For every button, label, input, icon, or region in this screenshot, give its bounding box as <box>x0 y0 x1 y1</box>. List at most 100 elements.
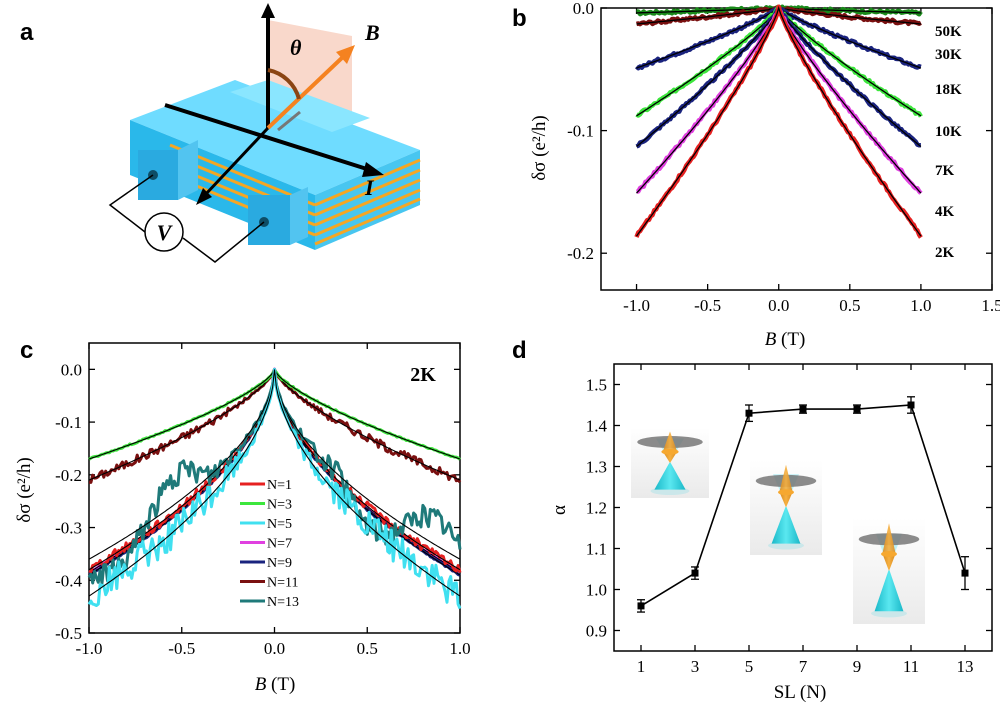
surface-cone-down <box>662 451 678 463</box>
legend-label: N=5 <box>267 517 292 532</box>
hall-bar-top <box>130 80 420 195</box>
device-schematic: V θ B I <box>108 3 421 263</box>
fit-line <box>636 6 922 194</box>
y-tick-label: -0.4 <box>55 571 82 590</box>
series-label: 2K <box>935 245 955 261</box>
legend-label: N=1 <box>267 478 292 493</box>
y-tick-label: 1.3 <box>586 458 607 477</box>
current-label: I <box>364 175 375 200</box>
y-tick-label: 1.1 <box>586 540 607 559</box>
data-point <box>745 409 753 417</box>
surface-cone-rim <box>881 551 897 558</box>
series-label: 10K <box>935 124 962 140</box>
legend-label: N=9 <box>267 556 292 571</box>
dirac-cone-inset <box>631 428 709 498</box>
fit-line <box>636 6 922 117</box>
contact-pad-right <box>248 187 308 245</box>
y-tick-label: -0.1 <box>55 413 82 432</box>
dirac-cone-insets <box>631 428 925 624</box>
wire-left <box>108 174 154 233</box>
x-axis-label-symbol: B <box>255 674 267 695</box>
surface-cone-rim <box>661 448 679 455</box>
x-tick-label: -1.0 <box>623 296 650 315</box>
x-tick-label: 0.0 <box>264 639 285 658</box>
y-axis-label: α <box>549 505 570 515</box>
data-point <box>799 405 807 413</box>
data-series-line <box>634 4 923 239</box>
wire-right <box>182 221 265 263</box>
panel-letter-b: b <box>512 5 527 32</box>
surface-cone-rim <box>778 489 794 496</box>
temperature-annotation: 2K <box>410 364 436 386</box>
y-tick-label: 0.9 <box>586 622 607 641</box>
contact-pad-left <box>138 140 198 200</box>
series-label: 18K <box>935 82 962 98</box>
x-tick-label: 7 <box>799 657 808 676</box>
x-tick-label: 11 <box>903 657 919 676</box>
field-projection <box>277 110 301 132</box>
x-tick-label: 13 <box>957 657 974 676</box>
x-tick-label: -1.0 <box>76 639 103 658</box>
data-point <box>691 569 699 577</box>
lower-cone <box>771 505 801 544</box>
y-axis-label: δσ (e²/h) <box>529 115 550 181</box>
y-axis-arrow <box>203 126 270 197</box>
legend: N=1 N=3 N=5 N=7 N=9 N=11 N=13 <box>240 478 299 610</box>
surface-cone-down <box>779 492 793 508</box>
x-tick-label: 0.5 <box>839 296 860 315</box>
surface-cone-down <box>882 554 896 571</box>
x-tick-label: 1.0 <box>910 296 931 315</box>
x-tick-label: 0.0 <box>768 296 789 315</box>
z-axis-arrowhead <box>261 3 275 18</box>
y-axis-arrowhead <box>196 188 212 205</box>
x-axis-label-symbol: B <box>765 329 777 350</box>
legend-label: N=13 <box>267 595 299 610</box>
panel-letter-c: c <box>20 337 33 364</box>
x-axis-label-unit: (T) <box>776 329 805 350</box>
x-axis-label: B (T) <box>765 329 806 350</box>
y-tick-label: 1.5 <box>586 376 607 395</box>
fit-line <box>88 369 461 597</box>
y-tick-label: -0.1 <box>567 122 594 141</box>
x-tick-label: 1.5 <box>981 296 1000 315</box>
y-tick-label: 0.0 <box>61 360 82 379</box>
chart-c: -1.0 -0.5 0.0 0.5 1.00.0-0.1-0.2-0.3-0.4-0.5… <box>14 342 471 695</box>
y-tick-label: -0.5 <box>55 624 82 643</box>
x-tick-label: -0.5 <box>694 296 721 315</box>
chart-b: -1.0 -0.5 0.0 0.5 1.0 1.5 0.0 -0.1 -0.2 B (T) δσ (… <box>529 0 1000 350</box>
series-label: 30K <box>935 47 962 63</box>
x-tick-label: 3 <box>691 657 700 676</box>
data-point <box>853 405 861 413</box>
field-arrow <box>266 53 347 130</box>
data-series-line <box>88 367 462 484</box>
panel-letter-d: d <box>512 337 527 364</box>
surface-cone-up <box>779 464 793 492</box>
legend-label: N=7 <box>267 537 292 552</box>
x-axis-label-unit: (T) <box>266 674 295 695</box>
chart-d: 1 3 5 7 9 11 130.91.01.11.21.31.41.5SL (N)α <box>549 363 993 703</box>
lower-cone <box>874 568 904 612</box>
fit-line <box>88 368 461 481</box>
x-axis-label: B (T) <box>255 674 296 695</box>
data-point <box>907 401 915 409</box>
data-series-line <box>635 6 922 149</box>
dirac-cone-inset <box>853 518 925 624</box>
theta-label: θ <box>290 35 302 60</box>
current-axis-arrow <box>164 103 371 172</box>
theta-arc <box>267 68 301 100</box>
x-tick-label: -0.5 <box>168 639 195 658</box>
x-tick-label: 5 <box>745 657 754 676</box>
current-arrowhead <box>362 162 384 177</box>
x-axis-label: SL (N) <box>774 682 827 703</box>
b-field-label: B <box>364 20 380 45</box>
series-label: 50K <box>935 24 962 40</box>
data-point <box>961 569 969 577</box>
surface-cone-up <box>882 523 896 553</box>
data-series-line <box>635 4 923 118</box>
fit-line <box>635 5 922 237</box>
y-tick-label: 1.2 <box>586 499 607 518</box>
legend-label: N=11 <box>267 576 299 591</box>
field-arrowhead <box>336 45 355 64</box>
y-tick-label: -0.2 <box>55 466 82 485</box>
